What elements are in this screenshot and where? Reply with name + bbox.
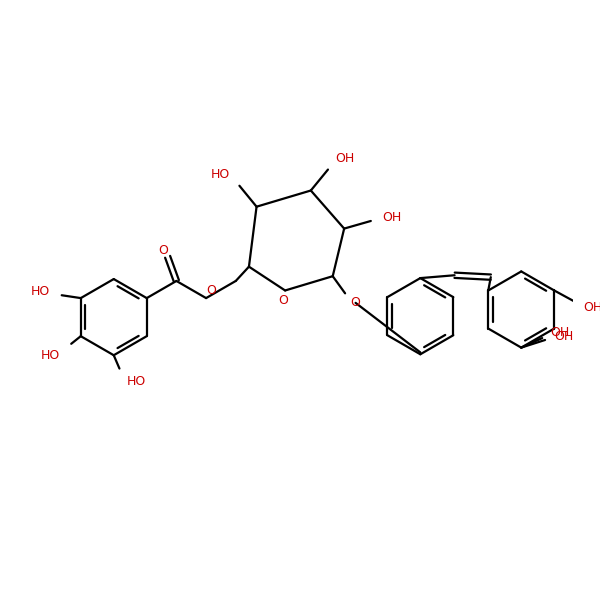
Text: O: O — [350, 296, 361, 310]
Text: OH: OH — [550, 326, 569, 339]
Text: OH: OH — [554, 329, 574, 343]
Text: HO: HO — [127, 376, 146, 388]
Text: OH: OH — [335, 152, 355, 164]
Text: O: O — [278, 293, 288, 307]
Text: O: O — [158, 244, 168, 257]
Text: OH: OH — [583, 301, 600, 314]
Text: HO: HO — [211, 168, 230, 181]
Text: OH: OH — [382, 211, 401, 224]
Text: HO: HO — [31, 285, 50, 298]
Text: HO: HO — [41, 349, 60, 362]
Text: O: O — [206, 284, 216, 297]
